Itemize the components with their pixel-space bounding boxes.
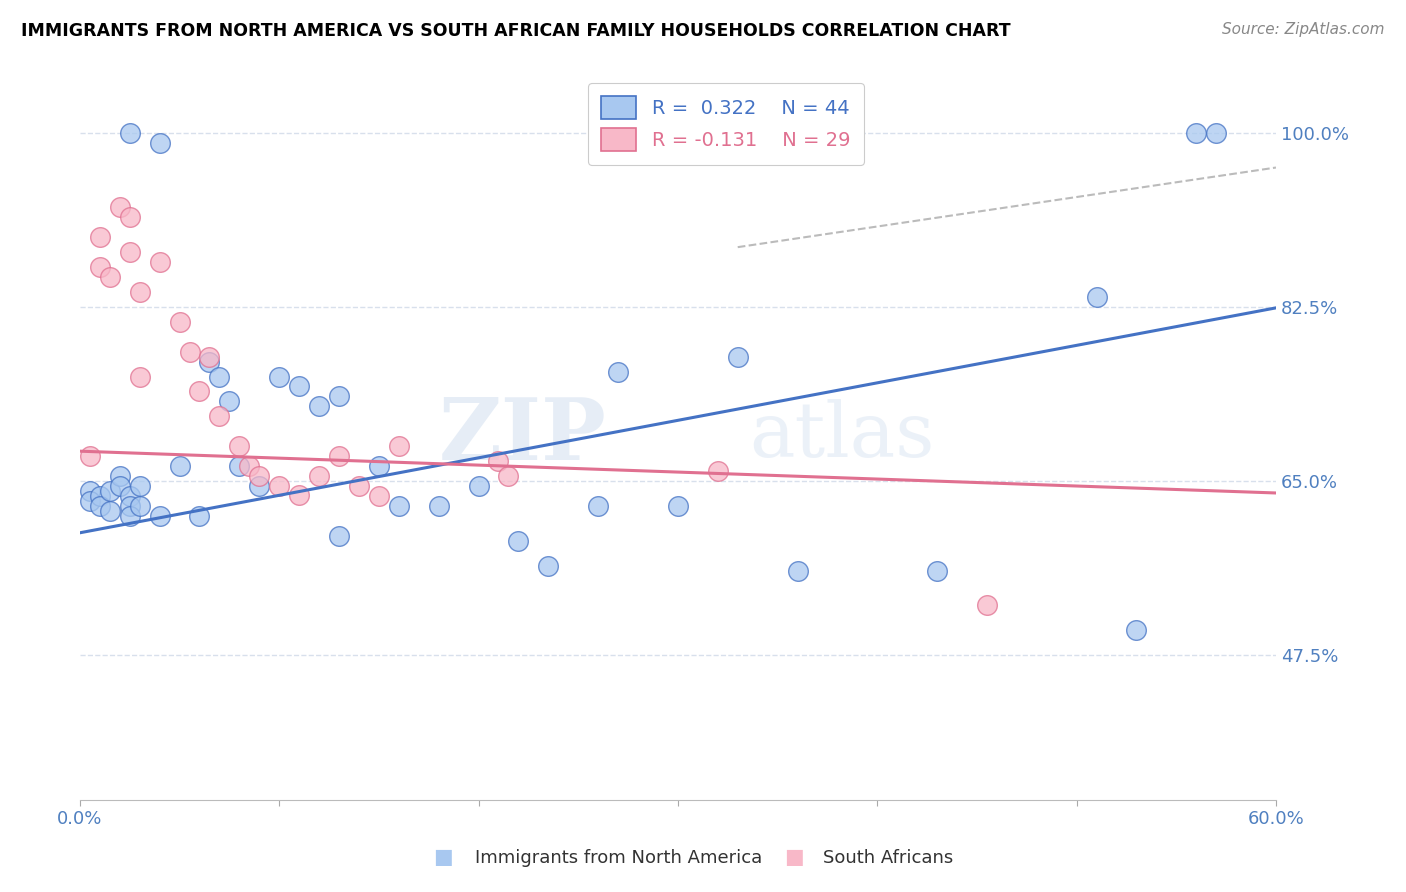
Point xyxy=(328,449,350,463)
Point xyxy=(388,499,411,513)
Point xyxy=(247,469,270,483)
Point xyxy=(98,483,121,498)
Point xyxy=(976,599,998,613)
Point xyxy=(707,464,730,478)
Point xyxy=(388,439,411,453)
Text: Source: ZipAtlas.com: Source: ZipAtlas.com xyxy=(1222,22,1385,37)
Point xyxy=(269,369,291,384)
Point xyxy=(367,459,389,474)
Point xyxy=(149,255,172,269)
Point xyxy=(238,459,260,474)
Point xyxy=(179,344,201,359)
Text: IMMIGRANTS FROM NORTH AMERICA VS SOUTH AFRICAN FAMILY HOUSEHOLDS CORRELATION CHA: IMMIGRANTS FROM NORTH AMERICA VS SOUTH A… xyxy=(21,22,1011,40)
Text: Immigrants from North America: Immigrants from North America xyxy=(475,849,762,867)
Point xyxy=(169,459,191,474)
Point xyxy=(118,211,141,225)
Point xyxy=(467,479,489,493)
Text: ZIP: ZIP xyxy=(439,394,606,478)
Point xyxy=(1085,290,1108,304)
Point xyxy=(288,379,311,393)
Point xyxy=(98,504,121,518)
Point xyxy=(79,483,101,498)
Point xyxy=(586,499,609,513)
Point xyxy=(508,533,530,548)
Point xyxy=(488,454,510,468)
Point xyxy=(427,499,450,513)
Point xyxy=(1185,126,1208,140)
Point xyxy=(169,315,191,329)
Point xyxy=(149,508,172,523)
Point xyxy=(607,365,630,379)
Point xyxy=(925,564,948,578)
Point xyxy=(89,230,111,244)
Point xyxy=(118,508,141,523)
Point xyxy=(208,369,231,384)
Point xyxy=(269,479,291,493)
Point xyxy=(188,508,211,523)
Point xyxy=(228,459,250,474)
Point xyxy=(118,245,141,260)
Point xyxy=(89,260,111,274)
Point xyxy=(98,270,121,285)
Point xyxy=(79,449,101,463)
Point xyxy=(108,479,131,493)
Point xyxy=(108,469,131,483)
Point xyxy=(308,400,330,414)
Point xyxy=(786,564,808,578)
Point xyxy=(328,529,350,543)
Point xyxy=(188,384,211,399)
Point xyxy=(288,488,311,502)
Point xyxy=(198,350,221,364)
Text: ■: ■ xyxy=(785,847,804,867)
Point xyxy=(128,369,150,384)
Point xyxy=(347,479,370,493)
Point xyxy=(149,136,172,150)
Point xyxy=(537,558,560,573)
Point xyxy=(198,354,221,368)
Point xyxy=(308,469,330,483)
Point xyxy=(1125,624,1147,638)
Point xyxy=(228,439,250,453)
Text: South Africans: South Africans xyxy=(823,849,953,867)
Point xyxy=(118,126,141,140)
Point xyxy=(79,494,101,508)
Point xyxy=(498,469,520,483)
Point xyxy=(218,394,240,409)
Point xyxy=(727,350,749,364)
Point xyxy=(367,489,389,503)
Point xyxy=(108,200,131,214)
Point xyxy=(89,489,111,503)
Text: atlas: atlas xyxy=(749,400,935,474)
Point xyxy=(1205,126,1227,140)
Legend: R =  0.322    N = 44, R = -0.131    N = 29: R = 0.322 N = 44, R = -0.131 N = 29 xyxy=(588,83,863,164)
Point xyxy=(208,409,231,424)
Point xyxy=(666,499,689,513)
Point xyxy=(128,479,150,493)
Point xyxy=(247,479,270,493)
Point xyxy=(89,499,111,513)
Point xyxy=(328,389,350,403)
Point xyxy=(128,285,150,299)
Point xyxy=(128,499,150,513)
Point xyxy=(118,489,141,503)
Text: ■: ■ xyxy=(433,847,453,867)
Point xyxy=(118,499,141,513)
